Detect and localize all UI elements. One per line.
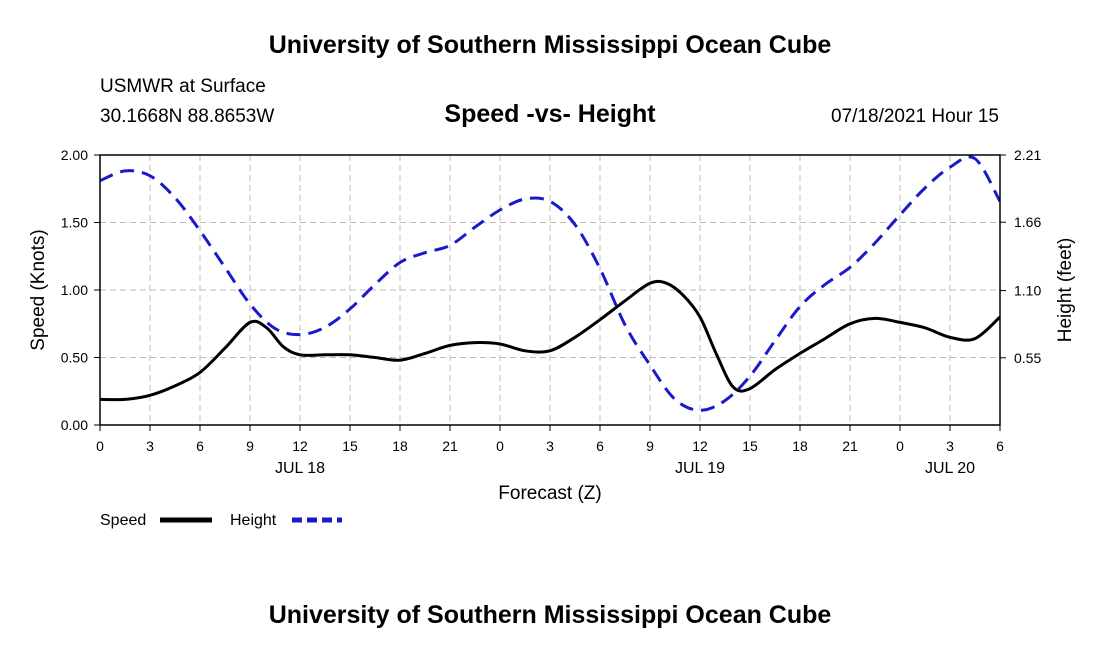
x-tick-label: 15 <box>742 438 758 454</box>
plot-frame <box>99 154 1001 426</box>
x-tick-label: 21 <box>842 438 858 454</box>
x-tick-label: 0 <box>96 438 104 454</box>
x-tick-label: 3 <box>946 438 954 454</box>
x-tick-label: 3 <box>146 438 154 454</box>
speed-series-line <box>100 279 1000 402</box>
legend-height-label: Height <box>230 512 277 529</box>
x-tick-label: 21 <box>442 438 458 454</box>
page-title: University of Southern Mississippi Ocean… <box>268 31 832 59</box>
y2-tick-label: 0.55 <box>1014 350 1041 366</box>
y2-tick-label: 2.21 <box>1014 147 1041 163</box>
x-tick-label: 0 <box>896 438 904 454</box>
date-label: JUL 18 <box>275 460 325 477</box>
x-tick-label: 15 <box>342 438 358 454</box>
x-tick-label: 9 <box>646 438 654 454</box>
y2-tick-label: 1.10 <box>1014 283 1041 299</box>
height-series-line <box>100 155 1000 412</box>
x-tick-label: 3 <box>546 438 554 454</box>
x-tick-label: 6 <box>996 438 1004 454</box>
date-label: JUL 19 <box>675 460 725 477</box>
y-tick-label: 0.00 <box>61 417 88 433</box>
x-tick-label: 6 <box>596 438 604 454</box>
y-tick-label: 1.00 <box>61 282 88 298</box>
y2-axis-label: Height (feet) <box>1055 238 1076 343</box>
x-tick-label: 12 <box>292 438 308 454</box>
x-tick-label: 0 <box>496 438 504 454</box>
footer-title: University of Southern Mississippi Ocean… <box>268 601 832 629</box>
y-tick-label: 1.50 <box>61 215 88 231</box>
coordinates-label: 30.1668N 88.8653W <box>100 106 275 127</box>
x-tick-label: 12 <box>692 438 708 454</box>
x-tick-label: 18 <box>792 438 808 454</box>
y-tick-label: 0.50 <box>61 350 88 366</box>
station-label: USMWR at Surface <box>100 76 266 97</box>
x-tick-label: 9 <box>246 438 254 454</box>
chart-title: Speed -vs- Height <box>444 100 656 128</box>
y-tick-label: 2.00 <box>61 147 88 163</box>
x-tick-label: 18 <box>392 438 408 454</box>
date-label: JUL 20 <box>925 460 975 477</box>
y2-tick-label: 1.66 <box>1014 214 1041 230</box>
x-axis-label: Forecast (Z) <box>498 483 601 504</box>
x-tick-label: 6 <box>196 438 204 454</box>
datetime-label: 07/18/2021 Hour 15 <box>831 106 999 127</box>
legend-speed-label: Speed <box>100 512 146 529</box>
y-axis-label: Speed (Knots) <box>28 229 49 350</box>
